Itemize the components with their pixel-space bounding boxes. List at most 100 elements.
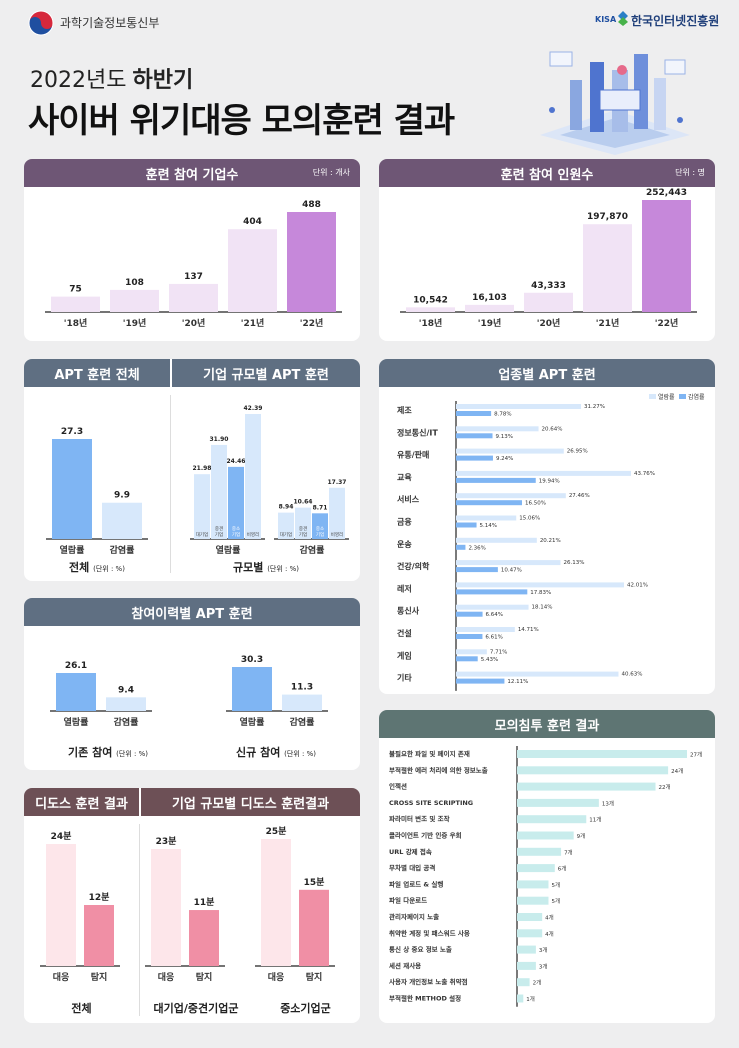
category-label: 세션 재사용 bbox=[389, 961, 421, 970]
category-label: 레저 bbox=[397, 583, 412, 593]
title-divider bbox=[139, 788, 141, 816]
chart-bar bbox=[51, 296, 100, 312]
category-label: 무차별 대입 공격 bbox=[389, 863, 435, 872]
chart-bar bbox=[232, 667, 272, 711]
apt-industry-card: 업종별 APT 훈련 열람률 감염률 제조 31.27% 8.78% 정보통신/IT 20.… bbox=[379, 359, 715, 694]
data-label: 16,103 bbox=[472, 293, 507, 303]
chart-bar bbox=[517, 847, 562, 856]
data-label: 6.61% bbox=[485, 635, 502, 641]
data-label: 27.3 bbox=[61, 427, 83, 437]
companies-unit: 단위 : 개사 bbox=[312, 168, 350, 177]
data-label: 26.13% bbox=[563, 560, 584, 566]
chart-bar bbox=[456, 515, 517, 521]
apt-total-title: APT 훈련 전체 bbox=[24, 359, 170, 387]
apt-history-existing-caption: 기존 참여 (단위 : %) bbox=[68, 746, 148, 759]
chart-bar bbox=[456, 544, 466, 550]
chart-bar bbox=[456, 611, 483, 617]
chart-bar bbox=[517, 815, 587, 824]
tick-label: 열람률 bbox=[60, 544, 85, 556]
subcategory-label: 대기업 bbox=[280, 531, 292, 538]
category-label: 불필요한 파일 및 페이지 존재 bbox=[389, 749, 470, 758]
ddos-total-caption: 전체 bbox=[71, 1002, 92, 1015]
data-label: 4개 bbox=[545, 930, 554, 938]
data-label: 25분 bbox=[266, 826, 287, 837]
data-label: 26.1 bbox=[65, 661, 87, 671]
data-label: 18.14% bbox=[532, 605, 553, 611]
subcategory-label: 기업 bbox=[299, 531, 307, 538]
chart-bar bbox=[456, 560, 561, 566]
data-label: 10.64 bbox=[294, 499, 313, 506]
data-label: 9.9 bbox=[114, 491, 130, 501]
data-label: 42.01% bbox=[627, 582, 648, 588]
apt-history-title: 참여이력별 APT 훈련 bbox=[24, 598, 360, 626]
title-divider bbox=[170, 359, 172, 387]
data-label: 11분 bbox=[194, 897, 215, 908]
category-label: 파라미터 변조 및 조작 bbox=[389, 814, 450, 823]
data-label: 14.71% bbox=[518, 627, 539, 633]
category-label: URL 강제 접속 bbox=[389, 847, 432, 856]
tick-label: 감염률 bbox=[290, 716, 315, 728]
data-label: 42.39 bbox=[244, 405, 263, 412]
data-label: 26.95% bbox=[567, 449, 588, 455]
title-line1: 2022년도 하반기 bbox=[30, 62, 193, 94]
data-label: 31.90 bbox=[210, 436, 229, 443]
cyber-isometric-illustration bbox=[540, 51, 690, 155]
category-label: 유통/판매 bbox=[397, 450, 429, 460]
data-label: 5.43% bbox=[481, 657, 498, 663]
tick-label: 열람률 bbox=[216, 544, 241, 556]
tick-label: '18년 bbox=[419, 317, 443, 329]
data-label: 137 bbox=[184, 272, 203, 282]
chart-bar bbox=[517, 994, 524, 1003]
chart-bar bbox=[456, 649, 487, 655]
ddos-total-title: 디도스 훈련 결과 bbox=[24, 788, 139, 816]
companies-chart: 75 '18년 108 '19년 137 '20년 404 '21년 488 '22년 bbox=[45, 200, 342, 329]
tick-label: '21년 bbox=[241, 317, 265, 329]
data-label: 3개 bbox=[539, 946, 548, 954]
chart-bar bbox=[517, 961, 536, 970]
data-label: 1개 bbox=[526, 995, 535, 1003]
category-label: CROSS SITE SCRIPTING bbox=[389, 799, 473, 807]
tick-label: 탐지 bbox=[196, 971, 213, 983]
data-label: 22개 bbox=[659, 783, 671, 791]
data-label: 24.46 bbox=[227, 458, 246, 465]
data-label: 9개 bbox=[577, 832, 586, 840]
data-label: 27개 bbox=[690, 751, 702, 759]
chart-bar bbox=[583, 224, 632, 312]
chart-bar bbox=[517, 913, 543, 921]
chart-bar bbox=[329, 487, 345, 539]
category-label: 운송 bbox=[397, 539, 412, 549]
subcategory-label: 대기업 bbox=[196, 531, 208, 538]
data-label: 20.64% bbox=[542, 426, 563, 432]
chart-bar bbox=[228, 466, 244, 539]
chart-bar bbox=[84, 905, 114, 966]
data-label: 197,870 bbox=[587, 212, 628, 222]
apt-industry-title: 업종별 APT 훈련 bbox=[379, 359, 715, 387]
chart-bar bbox=[299, 889, 329, 966]
chart-bar bbox=[524, 292, 573, 312]
chart-bar bbox=[456, 433, 493, 439]
data-label: 7.71% bbox=[490, 649, 507, 655]
data-label: 27.46% bbox=[569, 493, 590, 499]
chart-bar bbox=[456, 537, 537, 543]
data-label: 108 bbox=[125, 278, 144, 288]
people-title: 훈련 참여 인원수 bbox=[379, 159, 715, 187]
category-label: 기타 bbox=[397, 673, 412, 683]
category-label: 파일 다운로드 bbox=[389, 896, 427, 905]
data-label: 43.76% bbox=[634, 471, 655, 477]
tick-label: '20년 bbox=[182, 317, 206, 329]
tick-label: '21년 bbox=[596, 317, 620, 329]
category-label: 부적절한 에러 처리에 의한 정보노출 bbox=[389, 765, 488, 774]
data-label: 10.47% bbox=[501, 568, 522, 574]
data-label: 17.83% bbox=[530, 590, 551, 596]
data-label: 8.71 bbox=[313, 504, 328, 511]
companies-card: 훈련 참여 기업수 단위 : 개사 75 '18년 108 '19년 137 '20년 40… bbox=[24, 159, 360, 341]
chart-bar bbox=[456, 589, 528, 595]
chart-bar bbox=[456, 656, 478, 662]
chart-bar bbox=[517, 864, 555, 873]
chart-bar bbox=[287, 212, 336, 312]
chart-bar bbox=[456, 671, 619, 677]
